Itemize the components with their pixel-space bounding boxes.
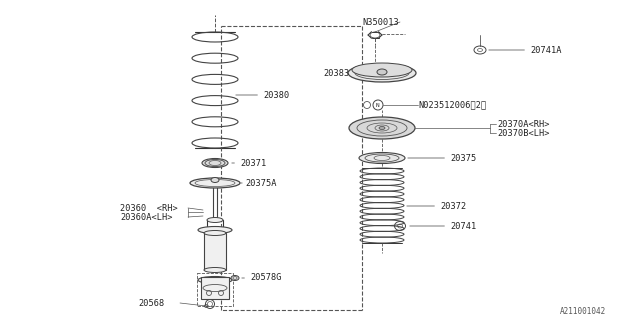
Ellipse shape [202, 158, 228, 167]
Ellipse shape [379, 126, 385, 130]
Text: 20568: 20568 [138, 299, 164, 308]
Ellipse shape [231, 276, 239, 281]
Ellipse shape [198, 227, 232, 234]
Ellipse shape [359, 153, 405, 164]
Text: 20360A<LH>: 20360A<LH> [120, 212, 173, 221]
Ellipse shape [348, 64, 416, 82]
Text: 20370A<RH>: 20370A<RH> [497, 119, 550, 129]
Bar [201, 277, 229, 299]
Ellipse shape [349, 117, 415, 139]
Text: 20380: 20380 [236, 91, 289, 100]
Ellipse shape [211, 178, 219, 182]
Ellipse shape [207, 218, 223, 222]
Text: N: N [376, 102, 380, 108]
Text: 20360  <RH>: 20360 <RH> [120, 204, 178, 212]
Ellipse shape [204, 230, 226, 236]
Bar [204, 233, 226, 270]
Ellipse shape [190, 178, 240, 188]
Text: 20370B<LH>: 20370B<LH> [497, 129, 550, 138]
Text: 20375: 20375 [408, 154, 476, 163]
Text: N023512006（2）: N023512006（2） [418, 100, 486, 109]
Text: N350013: N350013 [362, 18, 399, 27]
Text: 20372: 20372 [407, 202, 467, 211]
Ellipse shape [373, 100, 383, 110]
Text: 20741: 20741 [410, 221, 476, 230]
Text: 20741A: 20741A [489, 45, 561, 54]
Ellipse shape [204, 268, 226, 273]
Text: A211001042: A211001042 [560, 308, 606, 316]
Text: 20375A: 20375A [241, 179, 276, 188]
Ellipse shape [198, 276, 232, 284]
Text: 20578G: 20578G [242, 274, 282, 283]
Text: 20371: 20371 [232, 158, 266, 167]
Text: 20383: 20383 [323, 68, 349, 77]
Ellipse shape [352, 63, 412, 77]
Ellipse shape [377, 69, 387, 75]
